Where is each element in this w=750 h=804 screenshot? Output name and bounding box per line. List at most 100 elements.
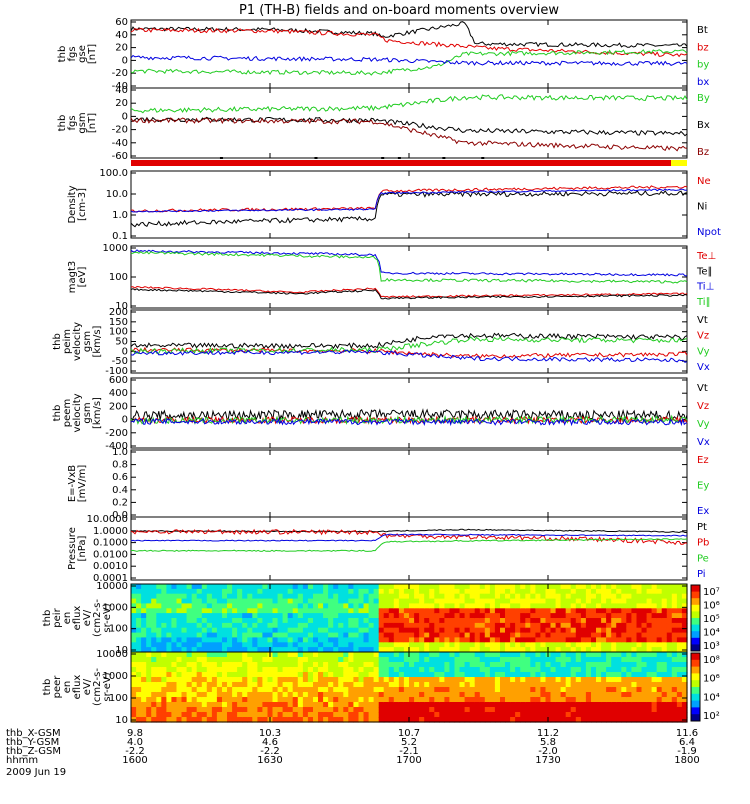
spectrogram-cell [353, 647, 360, 653]
spectrogram-cell [363, 717, 370, 723]
spectrogram-cell [237, 677, 243, 683]
spectrogram-cell [388, 603, 395, 609]
spectrogram-cell [671, 707, 678, 713]
spectrogram-cell [479, 687, 486, 693]
spectrogram-cell [307, 647, 314, 653]
spectrogram-cell [676, 642, 683, 648]
spectrogram-cell [479, 627, 486, 634]
spectrogram-cell [656, 584, 663, 590]
spectrogram-cell [671, 622, 678, 629]
spectrogram-cell [171, 667, 178, 673]
spectrogram-cell [636, 618, 643, 624]
spectrogram-cell [333, 657, 339, 663]
spectrogram-cell [151, 584, 157, 590]
spectrogram-cell [171, 657, 178, 663]
spectrogram-cell [363, 588, 370, 595]
spectrogram-cell [186, 584, 193, 590]
spectrogram-cell [505, 687, 511, 693]
spectrogram-cell [287, 593, 294, 600]
spectrogram-cell [368, 637, 375, 643]
spectrogram-cell [383, 667, 390, 673]
spectrogram-cell [429, 642, 435, 648]
spectrogram-cell [439, 647, 445, 653]
spectrogram-cell [606, 647, 612, 653]
spectrogram-cell [676, 622, 683, 629]
spectrogram-cell [560, 647, 567, 653]
spectrogram-cell [596, 584, 602, 590]
legend-Ne: Ne [697, 176, 711, 187]
spectrogram-cell [444, 662, 451, 668]
spectrogram-cell [242, 667, 248, 673]
spectrogram-cell [565, 717, 572, 723]
spectrogram-cell [146, 682, 152, 688]
spectrogram-cell [661, 652, 668, 658]
spectrogram-cell [343, 672, 349, 678]
spectrogram-cell [343, 652, 349, 658]
spectrogram-cell [313, 712, 319, 718]
spectrogram-cell [535, 588, 542, 595]
spectrogram-cell [505, 672, 511, 678]
spectrogram-cell [388, 672, 395, 678]
spectrogram-cell [464, 692, 471, 698]
spectrogram-cell [227, 672, 233, 678]
spectrogram-cell [161, 598, 167, 605]
spectrogram-cell [237, 647, 243, 653]
spectrogram-cell [318, 637, 324, 643]
spectrogram-cell [328, 672, 334, 678]
spectrogram-cell [646, 618, 653, 624]
spectrogram-cell [196, 712, 203, 718]
spectrogram-cell [267, 667, 274, 673]
spectrogram-cell [479, 712, 486, 718]
spectrogram-cell [631, 667, 638, 673]
spectrogram-cell [338, 677, 344, 683]
spectrogram-cell [287, 652, 294, 658]
spectrogram-cell [252, 682, 258, 688]
spectrogram-cell [328, 647, 334, 653]
spectrogram-cell [156, 603, 162, 609]
spectrogram-cell [631, 712, 638, 718]
spectrogram-cell [358, 627, 365, 634]
spectrogram-cell [181, 707, 188, 713]
spectrogram-cell [510, 593, 516, 600]
spectrogram-cell [626, 642, 632, 648]
spectrogram-cell [591, 642, 597, 648]
spectrogram-cell [393, 627, 400, 634]
spectrogram-cell [307, 584, 314, 590]
spectrogram-cell [363, 642, 370, 648]
spectrogram-cell [671, 627, 678, 634]
spectrogram-cell [353, 717, 360, 723]
spectrogram-cell [520, 603, 526, 609]
spectrogram-cell [585, 682, 592, 688]
spectrogram-cell [575, 593, 582, 600]
spectrogram-cell [383, 618, 390, 624]
spectrogram-cell [681, 632, 688, 639]
spectrogram-cell [429, 627, 435, 634]
spectrogram-cell [449, 637, 456, 643]
spectrogram-cell [484, 702, 491, 708]
spectrogram-cell [333, 687, 339, 693]
spectrogram-cell [565, 707, 572, 713]
spectrogram-cell [565, 608, 572, 614]
spectrogram-cell [449, 682, 456, 688]
spectrogram-cell [257, 662, 264, 668]
spectrogram-cell [166, 637, 173, 643]
spectrogram-cell [272, 702, 279, 708]
spectrogram-cell [585, 608, 592, 614]
spectrogram-cell [191, 682, 198, 688]
spectrogram-cell [419, 608, 425, 614]
spectrogram-cell [222, 662, 228, 668]
spectrogram-cell [222, 603, 228, 609]
spectrogram-cell [388, 697, 395, 703]
spectrogram-cell [216, 598, 223, 605]
spectrogram-cell [515, 613, 521, 619]
spectrogram-cell [570, 647, 577, 653]
spectrogram-cell [237, 593, 243, 600]
spectrogram-cell [469, 603, 476, 609]
spectrogram-cell [348, 603, 354, 609]
y-axis-label: [km/s] [92, 325, 103, 357]
spectrogram-cell [373, 608, 380, 614]
spectrogram-cell [505, 657, 511, 663]
spectrogram-cell [242, 598, 248, 605]
spectrogram-cell [646, 717, 653, 723]
